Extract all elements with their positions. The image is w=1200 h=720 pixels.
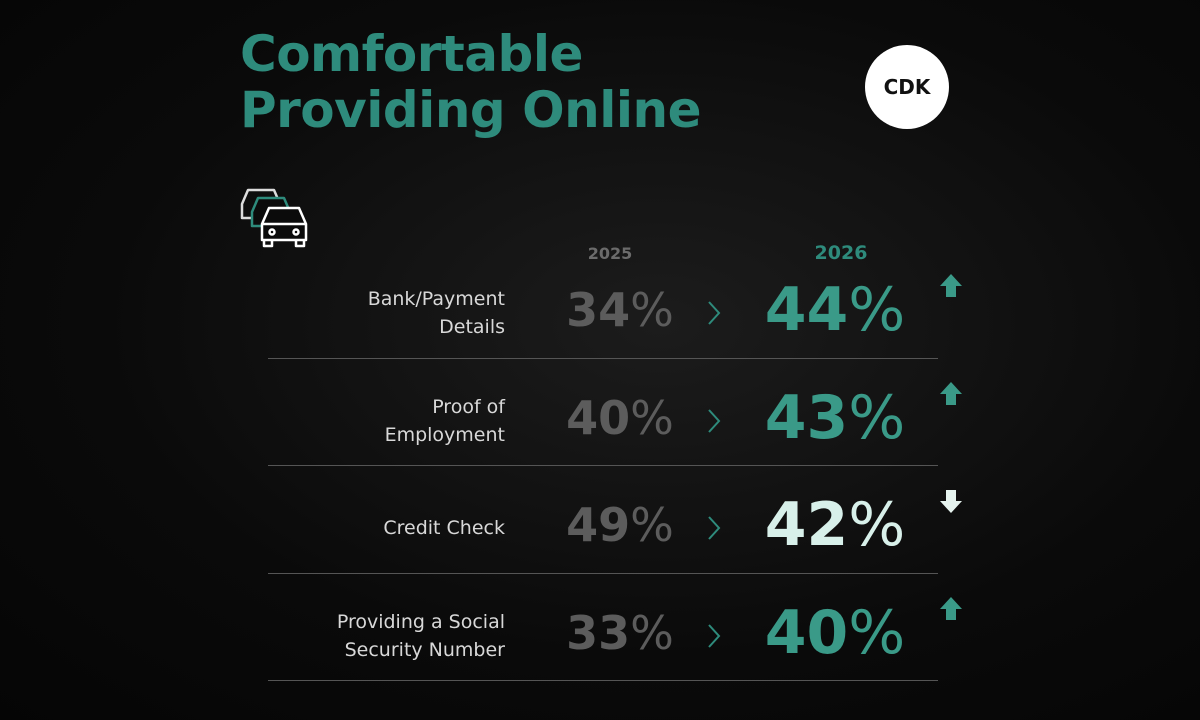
value-number: 42	[764, 490, 849, 560]
title: Comfortable Providing Online	[240, 25, 702, 139]
row-separator	[268, 465, 938, 466]
value-2026: 42%	[735, 490, 935, 560]
value-2026: 43%	[735, 383, 935, 453]
chevron	[708, 516, 721, 540]
row-label: Bank/Payment Details	[368, 285, 505, 341]
value-2025: 49%	[545, 498, 695, 552]
row-label-line: Providing a Social	[336, 610, 505, 633]
logo: CDK	[865, 45, 949, 129]
value-unit: %	[848, 382, 906, 453]
value-unit: %	[630, 605, 674, 660]
trend-arrow	[940, 490, 962, 513]
value-2025: 40%	[545, 391, 695, 445]
value-number: 40	[566, 390, 631, 445]
row-label-line: Bank/Payment	[367, 288, 505, 310]
row-separator	[268, 357, 938, 359]
value-2026: 40%	[735, 598, 935, 668]
column-header: 2025	[587, 244, 633, 263]
value-number: 40	[764, 597, 849, 668]
row-label: Providing a Social Security Number	[337, 608, 505, 664]
value-number: 44	[764, 275, 849, 345]
row-label-line: Details	[439, 316, 505, 338]
trend-arrow	[940, 274, 962, 297]
row-separator	[268, 572, 938, 574]
row-label-line: Employment	[384, 423, 505, 446]
car-icon	[240, 188, 308, 248]
value-2025: 34%	[545, 283, 695, 337]
row-label: Credit Check	[383, 514, 505, 542]
value-unit: %	[630, 390, 674, 445]
chevron	[708, 301, 721, 325]
value-number: 34	[566, 283, 631, 337]
chevron	[708, 408, 721, 433]
value-unit: %	[848, 490, 906, 560]
column-header: 2026	[814, 242, 868, 264]
value-2026: 44%	[735, 275, 935, 345]
value-unit: %	[630, 283, 674, 337]
trend-arrow	[940, 381, 962, 405]
value-number: 43	[764, 382, 849, 453]
row-label-line: Proof of	[432, 395, 505, 418]
chevron	[708, 623, 721, 648]
row-separator	[268, 680, 938, 681]
trend-arrow	[940, 596, 962, 620]
value-unit: %	[630, 498, 674, 552]
row-label: Proof of Employment	[385, 393, 505, 449]
row-label-line: Security Number	[344, 638, 505, 661]
value-number: 49	[566, 498, 631, 552]
title-line: Providing Online	[240, 81, 702, 139]
title-line: Comfortable	[240, 25, 583, 83]
value-number: 33	[566, 605, 631, 660]
value-unit: %	[848, 275, 906, 345]
row-label-line: Credit Check	[383, 517, 505, 539]
value-2025: 33%	[545, 606, 695, 660]
value-unit: %	[848, 597, 906, 668]
